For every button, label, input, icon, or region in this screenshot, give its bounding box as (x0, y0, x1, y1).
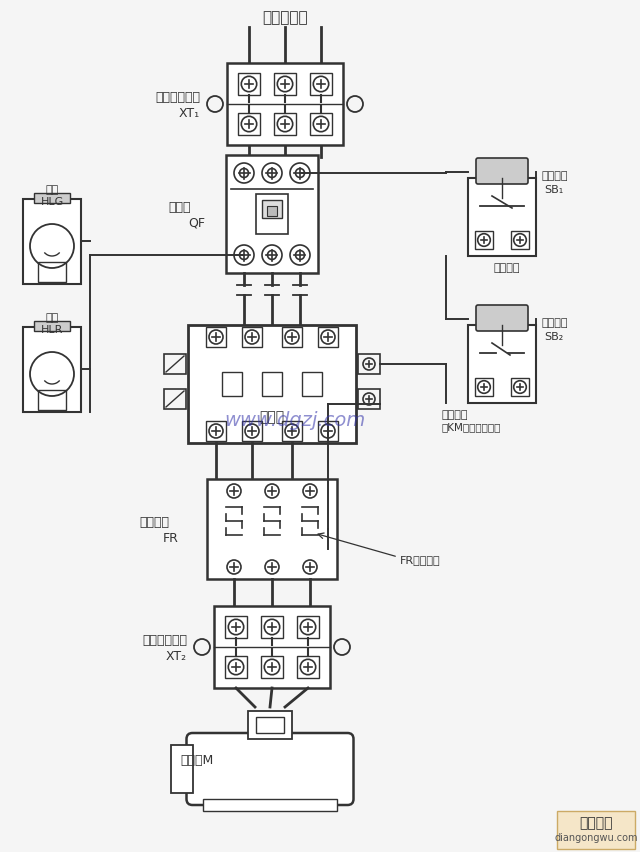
Bar (202, 799, 337, 811)
Text: 电动机M: 电动机M (180, 752, 213, 766)
Text: SB₁: SB₁ (544, 185, 563, 195)
Text: 起动按鈕: 起动按鈕 (542, 318, 568, 328)
Bar (242, 422, 262, 441)
Bar (267, 207, 277, 216)
Bar (188, 325, 356, 444)
Bar (256, 717, 284, 733)
FancyBboxPatch shape (476, 306, 528, 331)
Bar (34, 193, 70, 204)
Text: 停止按鈕: 停止按鈕 (542, 170, 568, 181)
Bar (222, 372, 242, 396)
Text: HLR: HLR (41, 325, 63, 335)
Bar (511, 232, 529, 250)
Bar (318, 328, 338, 348)
Bar (282, 328, 302, 348)
Bar (164, 354, 186, 375)
Bar (214, 607, 330, 688)
Text: HLG: HLG (40, 197, 63, 207)
Bar (282, 422, 302, 441)
Bar (302, 372, 322, 396)
Text: 红灯: 红灯 (45, 313, 59, 323)
Bar (300, 511, 328, 547)
Bar (468, 325, 536, 404)
Text: 与KM自锁触头并联: 与KM自锁触头并联 (442, 422, 501, 431)
Bar (226, 156, 318, 273)
Bar (256, 195, 288, 234)
Text: www.dgzj.com: www.dgzj.com (225, 410, 365, 429)
Bar (262, 372, 282, 396)
Bar (38, 390, 66, 410)
Text: XT₁: XT₁ (179, 106, 200, 119)
Bar (224, 481, 244, 502)
Bar (318, 422, 338, 441)
FancyBboxPatch shape (186, 733, 353, 805)
Bar (262, 201, 282, 219)
Text: 常开触头: 常开触头 (442, 410, 468, 419)
Bar (274, 74, 296, 96)
Bar (297, 616, 319, 638)
Bar (206, 422, 226, 441)
Bar (304, 520, 318, 533)
Text: 接触器: 接触器 (259, 410, 285, 423)
Text: FR常闭触头: FR常闭触头 (400, 555, 440, 564)
Bar (34, 321, 70, 331)
Bar (468, 179, 536, 256)
Bar (170, 746, 193, 793)
Text: QF: QF (188, 216, 205, 229)
Bar (227, 64, 343, 146)
Bar (242, 328, 262, 348)
Bar (297, 656, 319, 678)
Text: 断路器: 断路器 (168, 200, 191, 213)
Bar (358, 389, 380, 410)
Bar (511, 378, 529, 396)
Bar (557, 811, 635, 849)
Bar (261, 656, 283, 678)
Bar (164, 389, 186, 410)
Bar (38, 262, 66, 282)
Bar (224, 557, 244, 578)
Text: 接三相电源: 接三相电源 (262, 10, 308, 26)
Text: XT₂: XT₂ (166, 648, 187, 662)
Bar (475, 232, 493, 250)
Text: FR: FR (163, 531, 179, 544)
Bar (23, 327, 81, 412)
Bar (207, 480, 337, 579)
Bar (358, 354, 380, 375)
Text: 电源进线端子: 电源进线端子 (155, 90, 200, 103)
Bar (310, 114, 332, 135)
Bar (238, 74, 260, 96)
Text: 绻灯: 绻灯 (45, 185, 59, 195)
Text: SB₂: SB₂ (544, 331, 563, 342)
Bar (238, 114, 260, 135)
Bar (475, 378, 493, 396)
Bar (274, 114, 296, 135)
Bar (262, 557, 282, 578)
Text: 输出接线端子: 输出接线端子 (142, 633, 187, 646)
Bar (300, 481, 320, 502)
Bar (310, 74, 332, 96)
Text: 电工之屋: 电工之屋 (579, 815, 612, 829)
Bar (225, 656, 247, 678)
Bar (225, 616, 247, 638)
Bar (261, 616, 283, 638)
Bar (300, 557, 320, 578)
Bar (206, 328, 226, 348)
Bar (23, 199, 81, 285)
Text: diangongwu.com: diangongwu.com (554, 832, 637, 842)
Text: 常闭触头: 常闭触头 (494, 262, 520, 273)
FancyBboxPatch shape (476, 158, 528, 185)
Text: 热继电器: 热继电器 (139, 515, 169, 528)
Bar (248, 711, 292, 740)
Bar (262, 481, 282, 502)
